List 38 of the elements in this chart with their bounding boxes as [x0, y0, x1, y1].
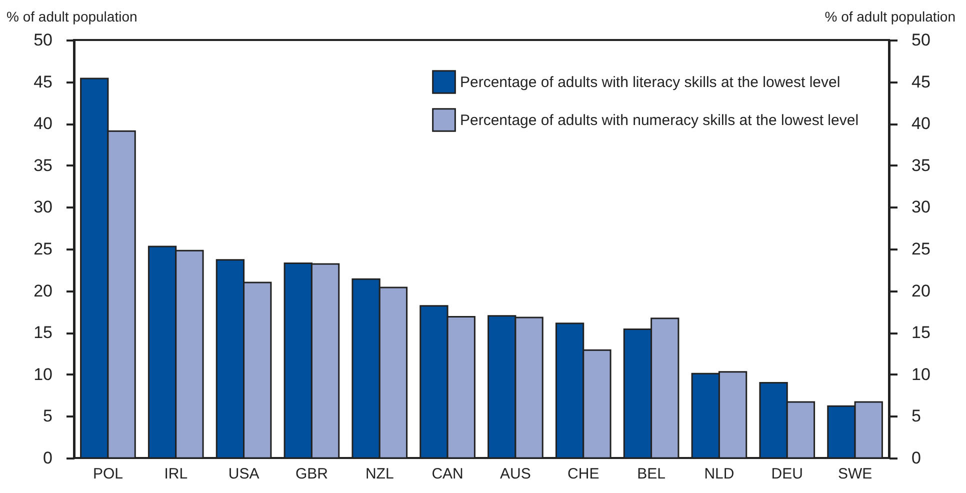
- y-axis-title: % of adult population: [6, 8, 138, 24]
- y-tick-label: 10: [34, 364, 52, 384]
- y2-tick-label: 30: [912, 198, 930, 217]
- x-tick-label: NLD: [704, 466, 734, 482]
- y-tick-label: 25: [34, 240, 52, 258]
- y2-tick-label: 40: [912, 114, 930, 134]
- y2-tick-label: 35: [912, 156, 930, 175]
- x-tick-label: DEU: [771, 466, 803, 482]
- x-tick-label: BEL: [637, 466, 666, 482]
- x-tick-label: GBR: [295, 466, 328, 482]
- legend-label: Percentage of adults with literacy skills at the lowest level: [460, 74, 840, 91]
- x-tick-label: USA: [228, 466, 260, 482]
- y2-tick-label: 15: [912, 323, 930, 342]
- x-tick-label: AUS: [500, 466, 531, 482]
- y2-tick-label: 20: [912, 281, 930, 300]
- y-tick-label: 15: [34, 323, 52, 342]
- y-tick-label: 50: [34, 30, 52, 50]
- legend-label: Percentage of adults with numeracy skills at the lowest level: [460, 112, 859, 129]
- x-tick-label: NZL: [365, 466, 394, 482]
- y2-tick-label: 45: [912, 72, 930, 92]
- y2-axis-title: % of adult population: [824, 8, 956, 24]
- y-tick-label: 5: [43, 406, 52, 426]
- y2-tick-label: 50: [912, 30, 930, 50]
- y-tick-label: 20: [34, 281, 52, 300]
- y-tick-label: 0: [43, 448, 52, 468]
- x-tick-label: CHE: [568, 466, 600, 482]
- y2-tick-label: 10: [912, 364, 930, 384]
- y-tick-label: 45: [34, 72, 52, 92]
- y2-tick-label: 0: [912, 448, 921, 468]
- y-tick-label: 40: [34, 114, 52, 134]
- y2-tick-label: 5: [912, 406, 921, 426]
- y-tick-label: 30: [34, 198, 52, 217]
- x-tick-label: IRL: [164, 466, 188, 482]
- x-tick-label: SWE: [838, 466, 872, 482]
- y-tick-label: 35: [34, 156, 52, 175]
- x-tick-label: CAN: [432, 466, 464, 482]
- y2-tick-label: 25: [912, 240, 930, 258]
- x-tick-label: POL: [92, 466, 123, 482]
